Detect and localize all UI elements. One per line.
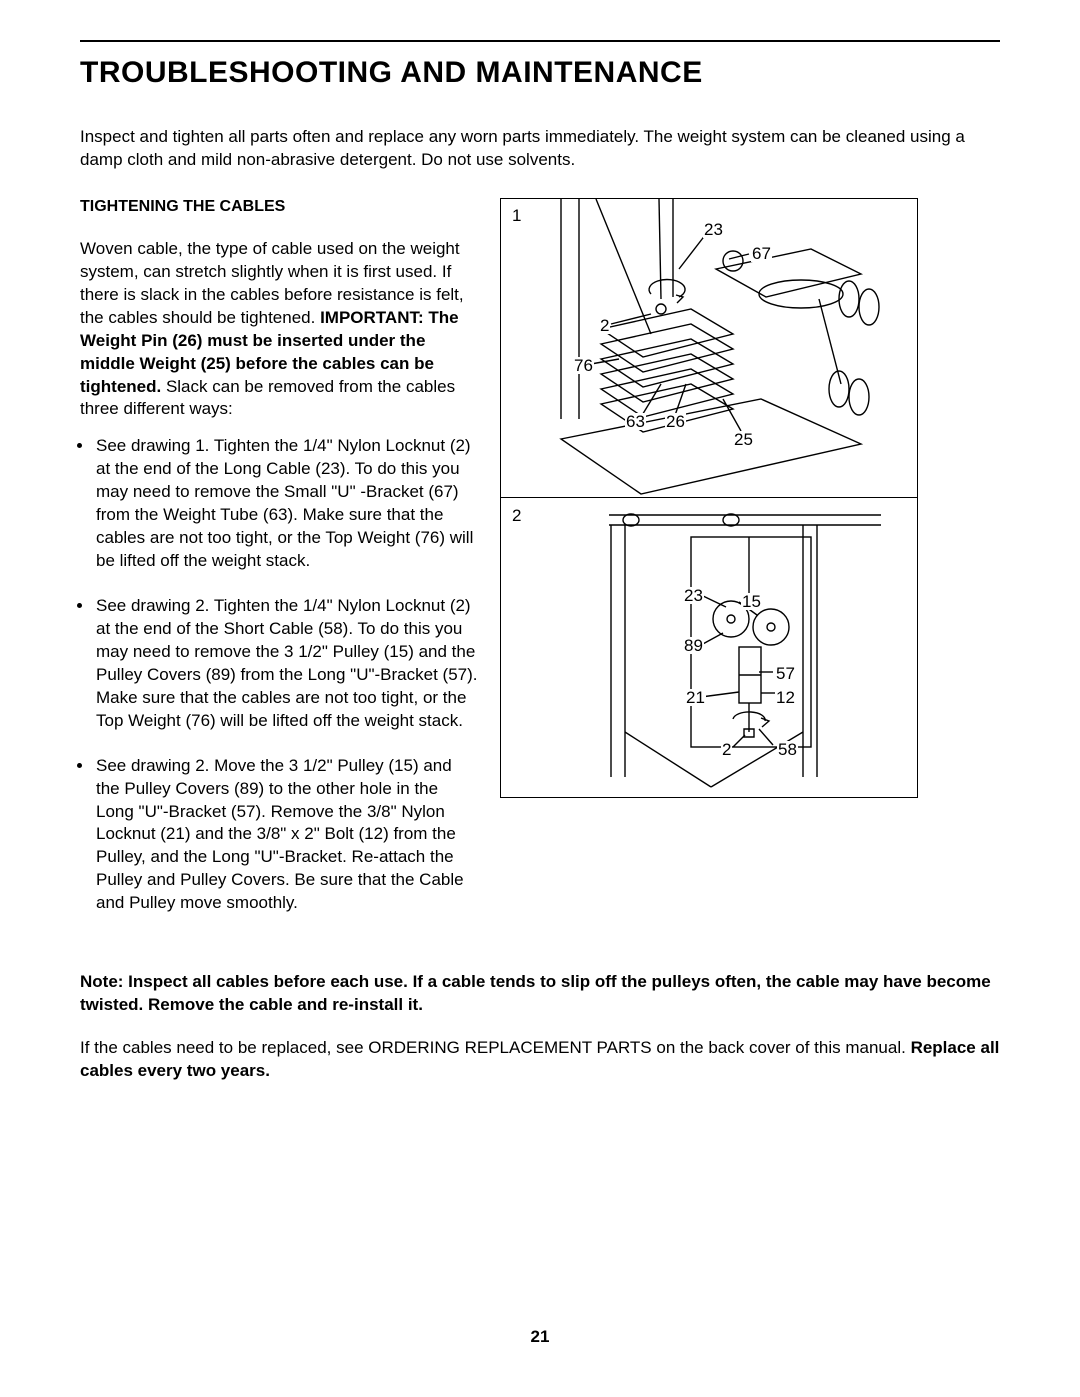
note-paragraph: Note: Inspect all cables before each use… <box>80 971 1000 1017</box>
top-rule <box>80 40 1000 42</box>
callout-63: 63 <box>625 413 646 430</box>
callout-76: 76 <box>573 357 594 374</box>
callout-23-top: 23 <box>703 221 724 238</box>
callout-26: 26 <box>665 413 686 430</box>
callout-23-bot: 23 <box>683 587 704 604</box>
closing-paragraph: If the cables need to be replaced, see O… <box>80 1037 1000 1083</box>
callout-67: 67 <box>751 245 772 262</box>
callout-2-bot: 2 <box>721 741 732 758</box>
paragraph-1: Woven cable, the type of cable used on t… <box>80 238 480 422</box>
callout-2-top: 2 <box>599 317 610 334</box>
intro-paragraph: Inspect and tighten all parts often and … <box>80 126 1000 172</box>
drawing1-box-label: 1 <box>511 207 522 224</box>
callout-21: 21 <box>685 689 706 706</box>
callout-58: 58 <box>777 741 798 758</box>
text-column: TIGHTENING THE CABLES Woven cable, the t… <box>80 198 480 937</box>
bullet-3: See drawing 2. Move the 3 1/2" Pulley (1… <box>94 755 480 916</box>
figure-box: 1 23 67 2 76 63 26 25 <box>500 198 918 798</box>
page-title: TROUBLESHOOTING AND MAINTENANCE <box>80 56 1000 90</box>
page-number: 21 <box>0 1327 1080 1347</box>
drawing2-box-label: 2 <box>511 507 522 524</box>
drawing-2 <box>501 497 919 797</box>
callout-25: 25 <box>733 431 754 448</box>
callout-12: 12 <box>775 689 796 706</box>
drawing-1 <box>501 199 919 497</box>
bullet-1: See drawing 1. Tighten the 1/4" Nylon Lo… <box>94 435 480 573</box>
callout-89: 89 <box>683 637 704 654</box>
callout-57: 57 <box>775 665 796 682</box>
section-subhead: TIGHTENING THE CABLES <box>80 198 480 216</box>
bullet-2: See drawing 2. Tighten the 1/4" Nylon Lo… <box>94 595 480 733</box>
callout-15: 15 <box>741 593 762 610</box>
note-bold: Note: Inspect all cables before each use… <box>80 972 991 1014</box>
bullet-list: See drawing 1. Tighten the 1/4" Nylon Lo… <box>94 435 480 915</box>
closing-text: If the cables need to be replaced, see O… <box>80 1038 911 1057</box>
figure-column: 1 23 67 2 76 63 26 25 <box>500 198 922 937</box>
